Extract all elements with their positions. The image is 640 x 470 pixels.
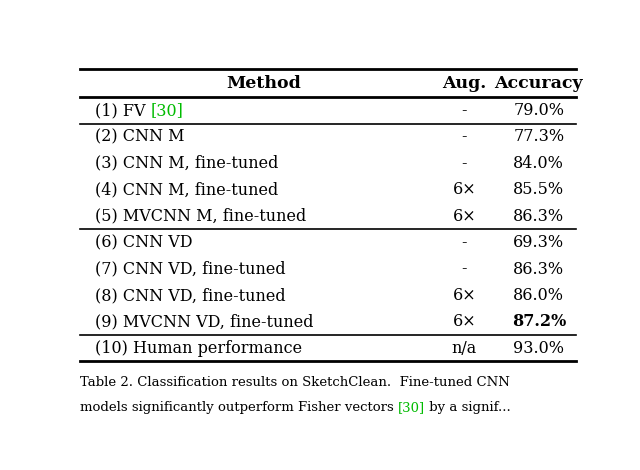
Text: 84.0%: 84.0%	[513, 155, 564, 172]
Text: 85.5%: 85.5%	[513, 181, 564, 198]
Text: (1) FV: (1) FV	[95, 102, 150, 119]
Text: [30]: [30]	[150, 102, 184, 119]
Text: Accuracy: Accuracy	[495, 75, 583, 92]
Text: models significantly outperform Fisher vectors: models significantly outperform Fisher v…	[80, 401, 398, 414]
Text: 87.2%: 87.2%	[511, 313, 566, 330]
Text: -: -	[461, 260, 467, 277]
Text: 6×: 6×	[452, 313, 476, 330]
Text: -: -	[461, 128, 467, 145]
Text: by a signif...: by a signif...	[425, 401, 511, 414]
Text: 77.3%: 77.3%	[513, 128, 564, 145]
Text: (10) Human performance: (10) Human performance	[95, 340, 302, 357]
Text: -: -	[461, 102, 467, 119]
Text: 93.0%: 93.0%	[513, 340, 564, 357]
Text: Table 2. Classification results on SketchClean.  Fine-tuned CNN: Table 2. Classification results on Sketc…	[80, 376, 510, 389]
Text: Aug.: Aug.	[442, 75, 486, 92]
Text: 6×: 6×	[452, 287, 476, 304]
Text: (3) CNN M, fine-tuned: (3) CNN M, fine-tuned	[95, 155, 278, 172]
Text: (4) CNN M, fine-tuned: (4) CNN M, fine-tuned	[95, 181, 278, 198]
Text: 86.3%: 86.3%	[513, 260, 564, 277]
Text: (5) MVCNN M, fine-tuned: (5) MVCNN M, fine-tuned	[95, 208, 306, 225]
Text: (9) MVCNN VD, fine-tuned: (9) MVCNN VD, fine-tuned	[95, 313, 314, 330]
Text: 86.3%: 86.3%	[513, 208, 564, 225]
Text: n/a: n/a	[452, 340, 477, 357]
Text: (2) CNN M: (2) CNN M	[95, 128, 184, 145]
Text: Method: Method	[226, 75, 301, 92]
Text: (6) CNN VD: (6) CNN VD	[95, 234, 193, 251]
Text: -: -	[461, 155, 467, 172]
Text: 79.0%: 79.0%	[513, 102, 564, 119]
Text: (8) CNN VD, fine-tuned: (8) CNN VD, fine-tuned	[95, 287, 285, 304]
Text: 6×: 6×	[452, 208, 476, 225]
Text: 69.3%: 69.3%	[513, 234, 564, 251]
Text: 86.0%: 86.0%	[513, 287, 564, 304]
Text: (7) CNN VD, fine-tuned: (7) CNN VD, fine-tuned	[95, 260, 285, 277]
Text: 6×: 6×	[452, 181, 476, 198]
Text: -: -	[461, 234, 467, 251]
Text: [30]: [30]	[398, 401, 425, 414]
